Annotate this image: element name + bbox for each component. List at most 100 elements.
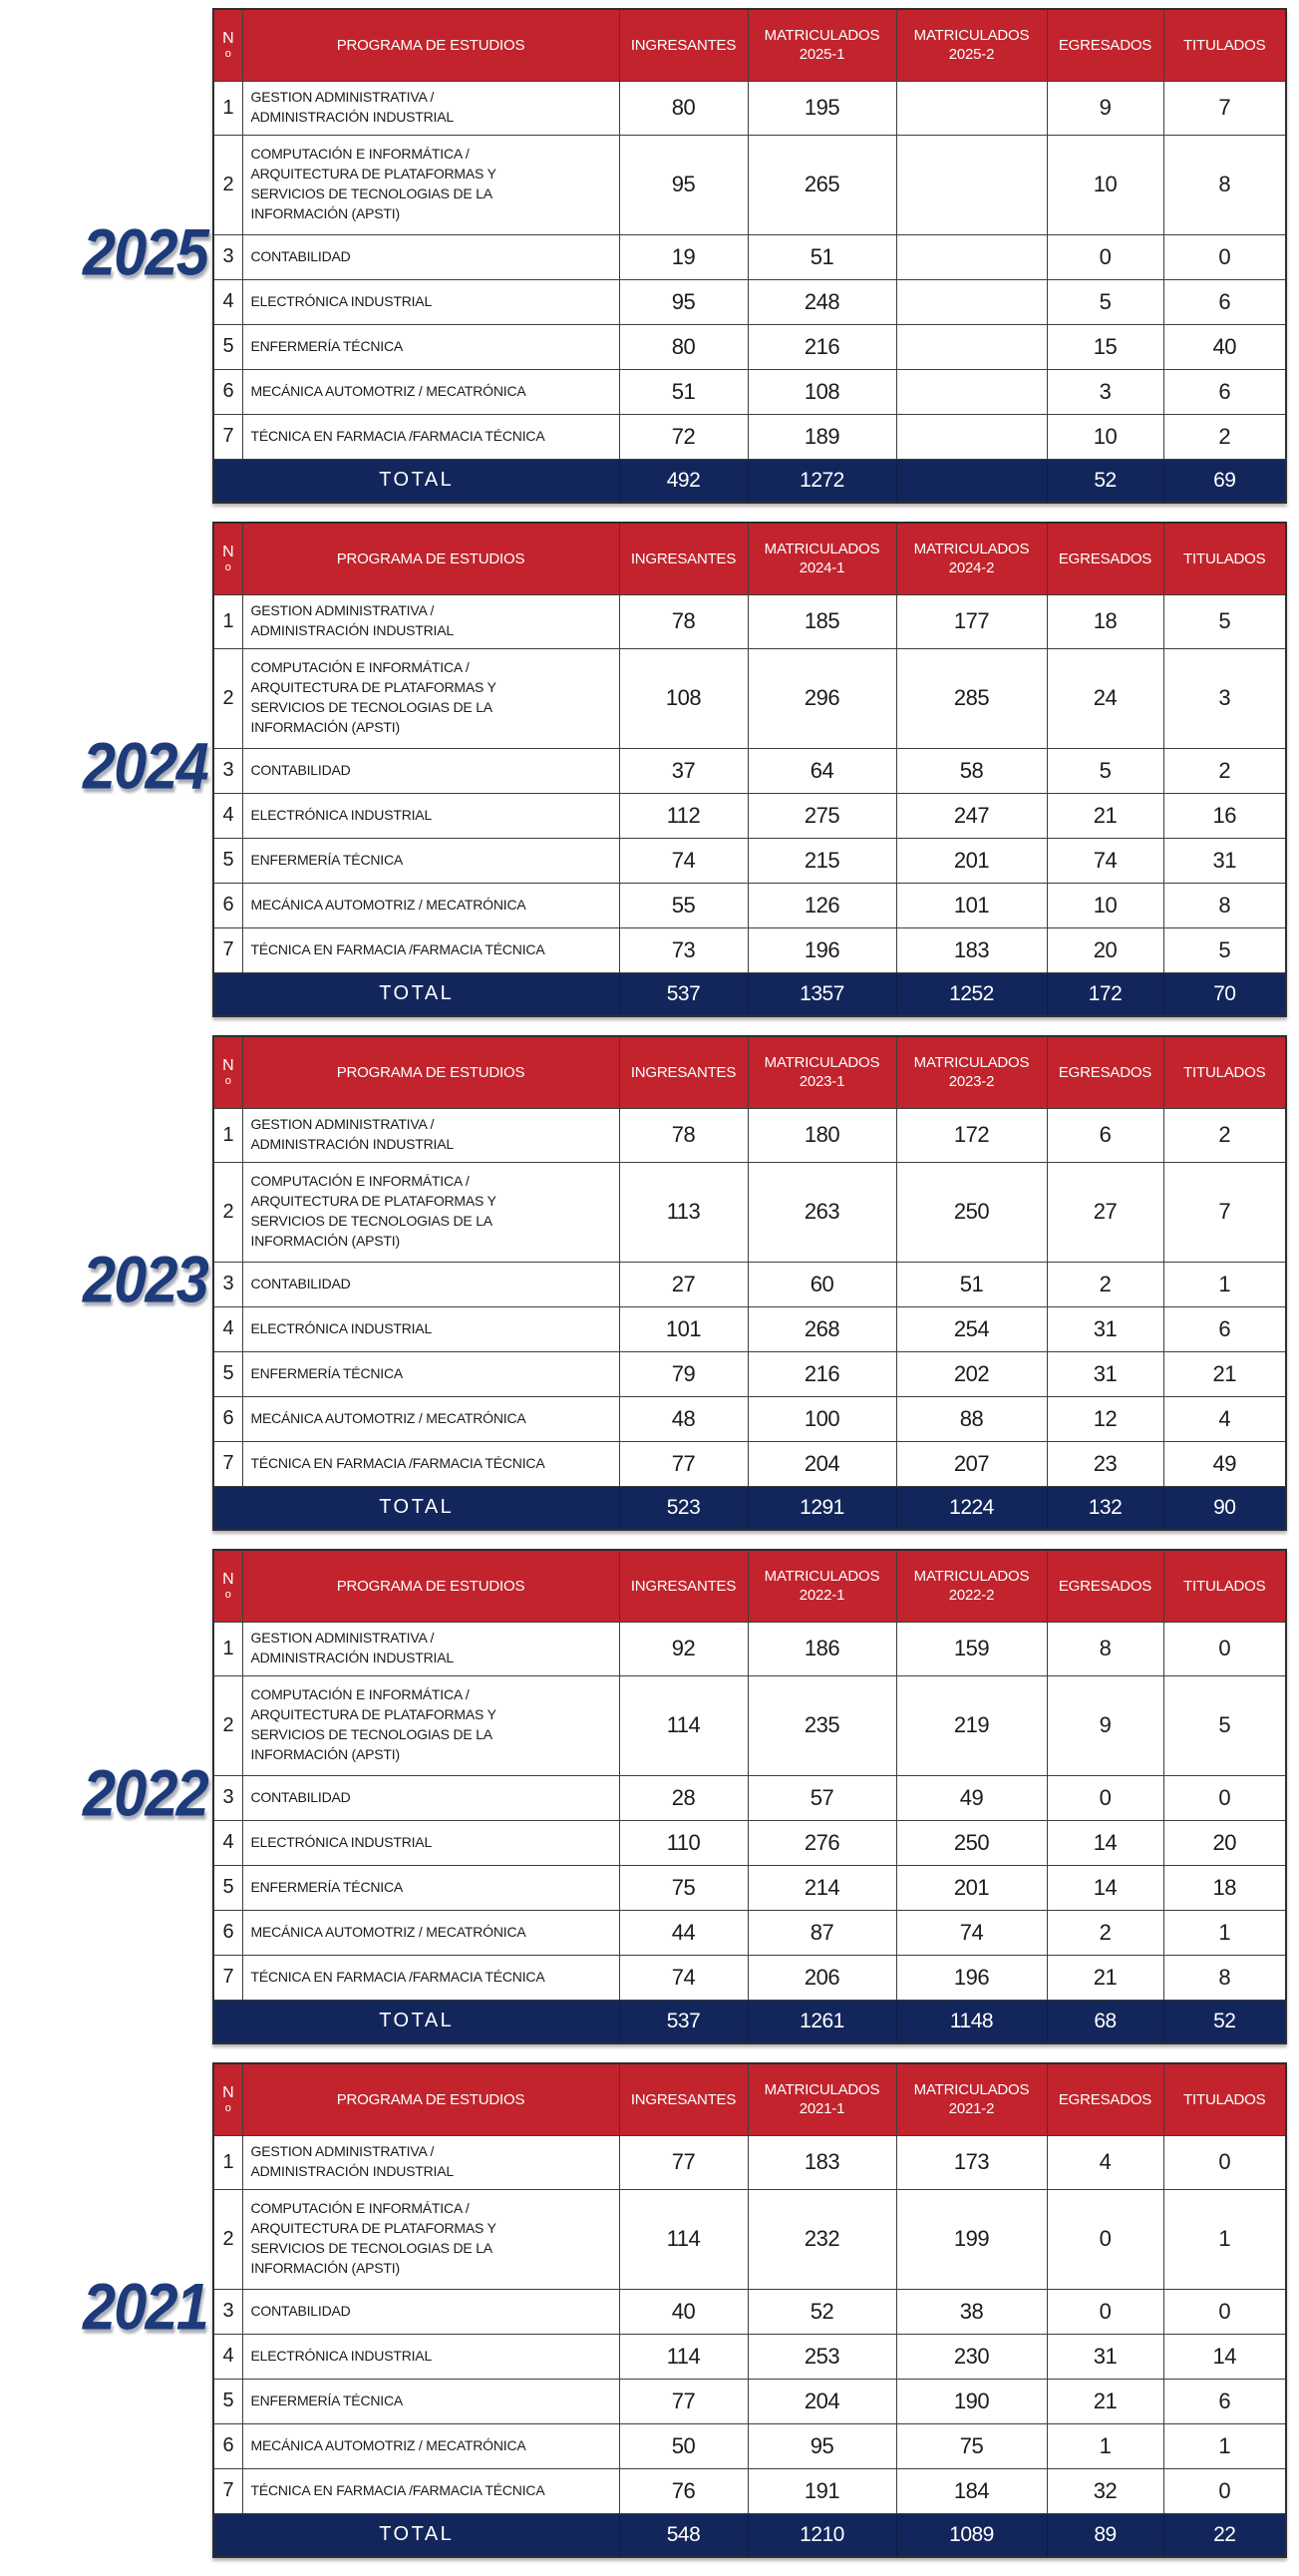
cell-titulados: 14 xyxy=(1162,2333,1287,2380)
cell-matriculados-1: 195 xyxy=(747,80,897,136)
cell-ingresantes: 114 xyxy=(618,1674,749,1776)
total-matriculados-1: 1357 xyxy=(747,971,897,1017)
row-number: 5 xyxy=(212,323,243,370)
cell-ingresantes: 37 xyxy=(618,747,749,794)
cell-matriculados-1: 204 xyxy=(747,2378,897,2424)
cell-egresados: 5 xyxy=(1046,747,1164,794)
table-row: 7 TÉCNICA EN FARMACIA /FARMACIA TÉCNICA 74… xyxy=(212,1954,1287,2001)
cell-matriculados-2: 230 xyxy=(895,2333,1048,2380)
program-name: ENFERMERÍA TÉCNICA xyxy=(241,2378,620,2424)
cell-matriculados-2: 184 xyxy=(895,2467,1048,2514)
cell-ingresantes: 77 xyxy=(618,2378,749,2424)
no-header-top: N xyxy=(222,1057,234,1075)
table-row: 1 GESTION ADMINISTRATIVA / ADMINISTRACIÓN… xyxy=(212,593,1287,649)
no-header-top: N xyxy=(222,1571,234,1589)
cell-ingresantes: 48 xyxy=(618,1395,749,1442)
row-number: 4 xyxy=(212,278,243,325)
col-header-matriculados-2: MATRICULADOS 2024-2 xyxy=(895,522,1048,595)
cell-titulados: 6 xyxy=(1162,278,1287,325)
program-name: TÉCNICA EN FARMACIA /FARMACIA TÉCNICA xyxy=(241,413,620,460)
cell-matriculados-2: 250 xyxy=(895,1161,1048,1263)
program-name: CONTABILIDAD xyxy=(241,233,620,280)
total-matriculados-2 xyxy=(895,458,1048,504)
program-name: MECÁNICA AUTOMOTRIZ / MECATRÓNICA xyxy=(241,1909,620,1956)
total-matriculados-2: 1252 xyxy=(895,971,1048,1017)
total-ingresantes: 523 xyxy=(618,1485,749,1531)
cell-titulados: 31 xyxy=(1162,837,1287,884)
table-row: 6 MECÁNICA AUTOMOTRIZ / MECATRÓNICA 51 108 3… xyxy=(212,368,1287,415)
cell-titulados: 8 xyxy=(1162,1954,1287,2001)
cell-matriculados-1: 87 xyxy=(747,1909,897,1956)
year-label-2022: 2022 xyxy=(83,1754,209,1829)
row-number: 6 xyxy=(212,2422,243,2469)
col-header-titulados: TITULADOS xyxy=(1162,522,1287,595)
col-header-programa: PROGRAMA DE ESTUDIOS xyxy=(241,8,620,82)
cell-matriculados-2: 51 xyxy=(895,1261,1048,1307)
cell-egresados: 9 xyxy=(1046,80,1164,136)
total-ingresantes: 492 xyxy=(618,458,749,504)
col-header-matriculados-2: MATRICULADOS 2025-2 xyxy=(895,8,1048,82)
cell-matriculados-1: 180 xyxy=(747,1107,897,1163)
cell-egresados: 3 xyxy=(1046,368,1164,415)
row-number: 2 xyxy=(212,1161,243,1263)
cell-titulados: 7 xyxy=(1162,1161,1287,1263)
no-header-bottom: o xyxy=(224,1075,231,1087)
cell-ingresantes: 108 xyxy=(618,647,749,749)
no-header-bottom: o xyxy=(224,2102,231,2114)
cell-egresados: 32 xyxy=(1046,2467,1164,2514)
cell-matriculados-1: 296 xyxy=(747,647,897,749)
total-egresados: 68 xyxy=(1046,1999,1164,2044)
cell-ingresantes: 114 xyxy=(618,2188,749,2290)
cell-egresados: 14 xyxy=(1046,1864,1164,1911)
program-name: COMPUTACIÓN E INFORMÁTICA / ARQUITECTURA… xyxy=(241,134,620,235)
table-row: 7 TÉCNICA EN FARMACIA /FARMACIA TÉCNICA 72… xyxy=(212,413,1287,460)
table-row: 3 CONTABILIDAD 27 60 51 2 1 xyxy=(212,1261,1287,1307)
cell-titulados: 6 xyxy=(1162,368,1287,415)
cell-titulados: 1 xyxy=(1162,2422,1287,2469)
table-row: 3 CONTABILIDAD 37 64 58 5 2 xyxy=(212,747,1287,794)
program-name: GESTION ADMINISTRATIVA / ADMINISTRACIÓN … xyxy=(241,1107,620,1163)
table-row: 4 ELECTRÓNICA INDUSTRIAL 112 275 247 21 16 xyxy=(212,792,1287,839)
cell-egresados: 12 xyxy=(1046,1395,1164,1442)
cell-ingresantes: 76 xyxy=(618,2467,749,2514)
cell-ingresantes: 78 xyxy=(618,1107,749,1163)
row-number: 7 xyxy=(212,1440,243,1487)
row-number: 3 xyxy=(212,2288,243,2335)
cell-titulados: 0 xyxy=(1162,2288,1287,2335)
cell-matriculados-1: 60 xyxy=(747,1261,897,1307)
program-name: TÉCNICA EN FARMACIA /FARMACIA TÉCNICA xyxy=(241,1440,620,1487)
row-number: 3 xyxy=(212,1774,243,1821)
cell-egresados: 8 xyxy=(1046,1621,1164,1676)
program-name: CONTABILIDAD xyxy=(241,1774,620,1821)
cell-matriculados-2: 172 xyxy=(895,1107,1048,1163)
cell-egresados: 9 xyxy=(1046,1674,1164,1776)
col-header-matriculados-1: MATRICULADOS 2022-1 xyxy=(747,1549,897,1623)
cell-egresados: 2 xyxy=(1046,1261,1164,1307)
row-number: 5 xyxy=(212,2378,243,2424)
cell-egresados: 0 xyxy=(1046,2288,1164,2335)
total-row: TOTAL 537 1357 1252 172 70 xyxy=(212,971,1287,1017)
cell-egresados: 14 xyxy=(1046,1819,1164,1866)
cell-matriculados-2: 74 xyxy=(895,1909,1048,1956)
total-label: TOTAL xyxy=(212,971,620,1017)
col-header-programa: PROGRAMA DE ESTUDIOS xyxy=(241,1035,620,1109)
program-name: CONTABILIDAD xyxy=(241,1261,620,1307)
total-ingresantes: 537 xyxy=(618,971,749,1017)
cell-ingresantes: 19 xyxy=(618,233,749,280)
col-header-egresados: EGRESADOS xyxy=(1046,1035,1164,1109)
program-name: GESTION ADMINISTRATIVA / ADMINISTRACIÓN … xyxy=(241,593,620,649)
col-header-matriculados-2: MATRICULADOS 2021-2 xyxy=(895,2062,1048,2136)
col-header-programa: PROGRAMA DE ESTUDIOS xyxy=(241,2062,620,2136)
table-row: 5 ENFERMERÍA TÉCNICA 80 216 15 40 xyxy=(212,323,1287,370)
cell-matriculados-2: 207 xyxy=(895,1440,1048,1487)
cell-ingresantes: 79 xyxy=(618,1350,749,1397)
cell-egresados: 21 xyxy=(1046,2378,1164,2424)
cell-matriculados-1: 183 xyxy=(747,2134,897,2190)
cell-matriculados-1: 253 xyxy=(747,2333,897,2380)
